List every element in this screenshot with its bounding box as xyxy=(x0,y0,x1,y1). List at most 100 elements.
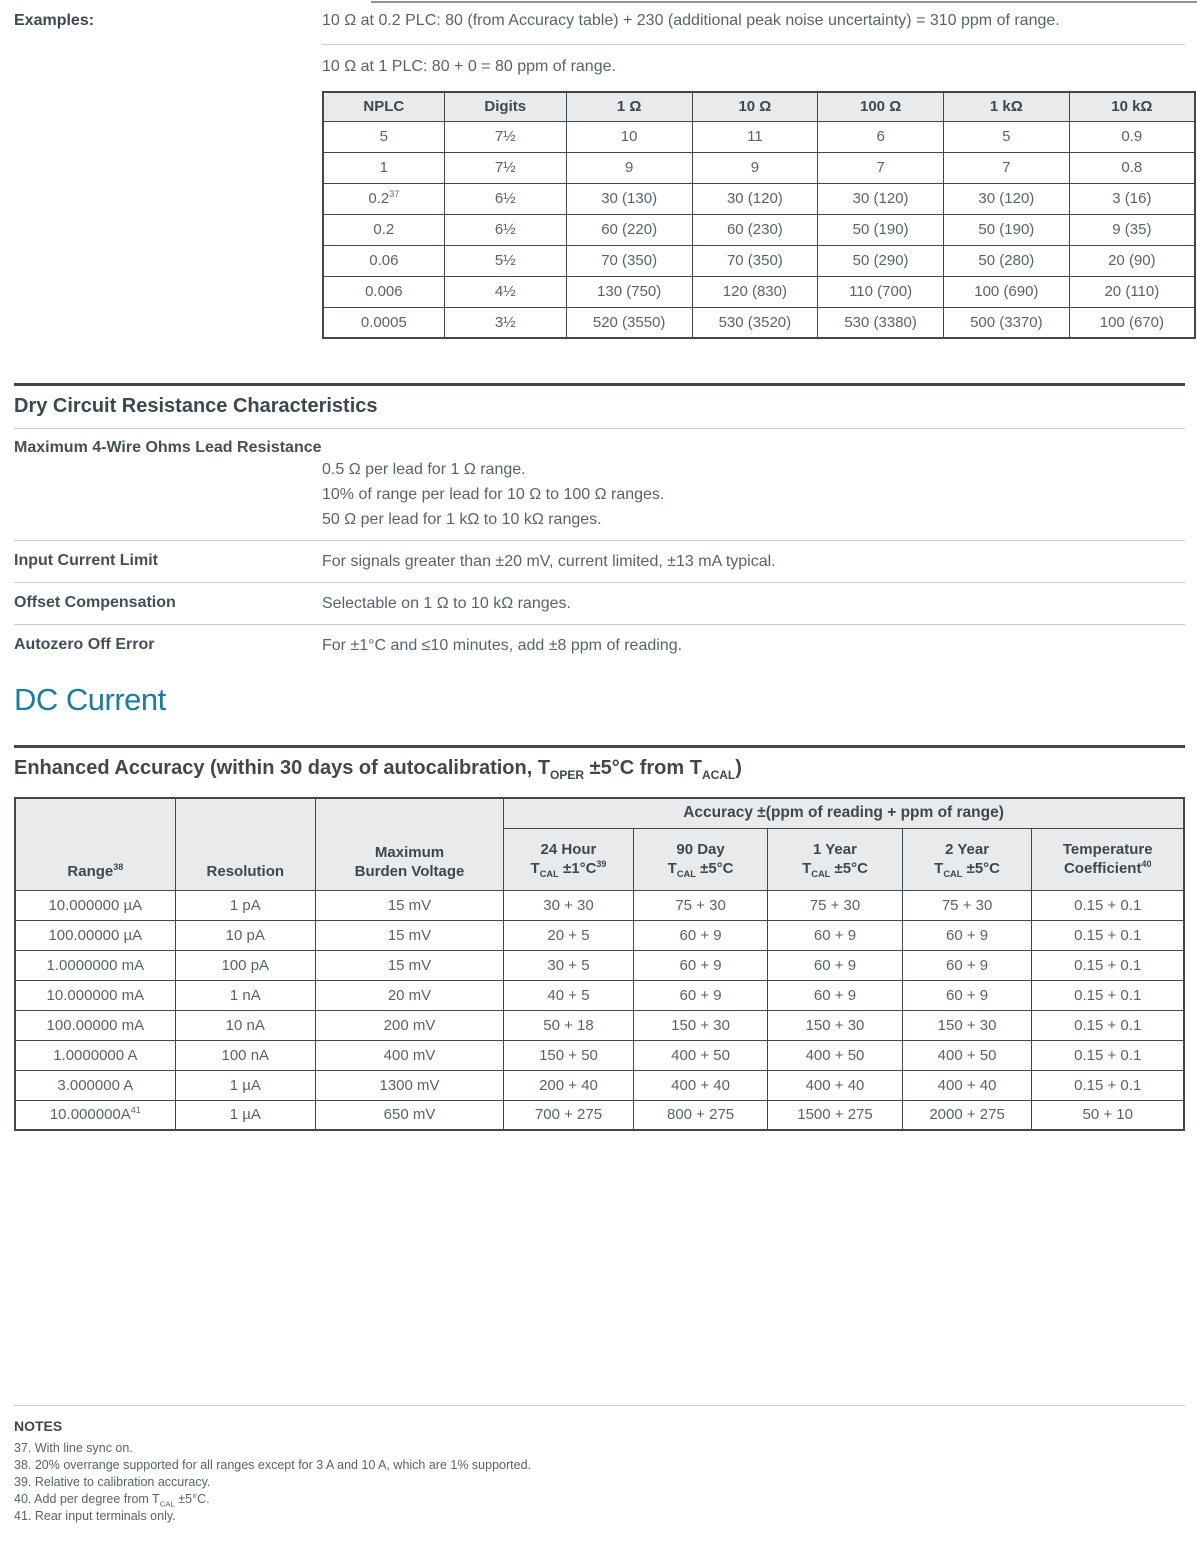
accuracy-cell: 15 mV xyxy=(314,919,505,951)
spec-label: Offset Compensation xyxy=(14,594,176,611)
accuracy-cell: 1500 + 275 xyxy=(767,1099,903,1131)
accuracy-cell: 1300 mV xyxy=(314,1069,505,1101)
accuracy-cell: 10 nA xyxy=(174,1009,316,1041)
top-partial-rule xyxy=(371,1,1197,3)
nplc-cell: 30 (120) xyxy=(817,182,944,215)
table-row: 0.006 4½ 130 (750) 120 (830) 110 (700) 100 (6… xyxy=(322,275,1196,308)
accuracy-table-head: Range38 Resolution Maximum Burden Voltage Ac… xyxy=(14,797,1185,891)
spec-value: 10% of range per lead for 10 Ω to 100 Ω … xyxy=(322,486,665,503)
accuracy-column-header: 1 Year TCAL ±5°C xyxy=(767,827,903,891)
note-item: 41. Rear input terminals only. xyxy=(14,1509,176,1523)
accuracy-cell: 100 nA xyxy=(174,1039,316,1071)
accuracy-cell: 700 + 275 xyxy=(503,1099,634,1131)
accuracy-cell: 60 + 9 xyxy=(901,919,1033,951)
nplc-cell: 30 (130) xyxy=(565,182,693,215)
nplc-cell: 7 xyxy=(942,151,1070,184)
note-item: 38. 20% overrange supported for all rang… xyxy=(14,1458,531,1472)
nplc-cell: 30 (120) xyxy=(691,182,819,215)
spec-label: Input Current Limit xyxy=(14,552,158,569)
accuracy-cell: 100.00000 mA xyxy=(14,1009,176,1041)
nplc-column-header: 10 Ω xyxy=(691,91,819,122)
accuracy-cell: 30 + 5 xyxy=(503,949,634,981)
example-line: 10 Ω at 0.2 PLC: 80 (from Accuracy table… xyxy=(322,12,1185,45)
accuracy-cell: 400 + 40 xyxy=(901,1069,1033,1101)
accuracy-cell: 1 nA xyxy=(174,979,316,1011)
nplc-cell: 1 xyxy=(322,151,445,184)
nplc-cell: 0.06 xyxy=(322,244,445,277)
accuracy-cell: 400 + 50 xyxy=(901,1039,1033,1071)
dry-circuit-title: Dry Circuit Resistance Characteristics xyxy=(14,386,1185,429)
nplc-cell: 0.8 xyxy=(1068,151,1196,184)
accuracy-cell: 2000 + 275 xyxy=(901,1099,1033,1131)
table-row: 0.2 6½ 60 (220) 60 (230) 50 (190) 50 (190) 9 (… xyxy=(322,213,1196,246)
table-row: 0.06 5½ 70 (350) 70 (350) 50 (290) 50 (280) 20… xyxy=(322,244,1196,277)
spec-row: Offset Compensation Selectable on 1 Ω to … xyxy=(14,583,1185,625)
accuracy-cell: 1.0000000 A xyxy=(14,1039,176,1071)
nplc-cell: 6 xyxy=(817,120,944,153)
nplc-cell: 6½ xyxy=(443,182,567,215)
accuracy-cell: 0.15 + 0.1 xyxy=(1031,949,1185,981)
nplc-cell: 500 (3370) xyxy=(942,306,1070,339)
nplc-cell: 7½ xyxy=(443,120,567,153)
nplc-cell: 0.0005 xyxy=(322,306,445,339)
note-item: 37. With line sync on. xyxy=(14,1441,133,1455)
nplc-column-header: 1 kΩ xyxy=(942,91,1070,122)
spec-values: For signals greater than ±20 mV, current… xyxy=(322,552,1185,572)
accuracy-cell: 50 + 18 xyxy=(503,1009,634,1041)
spec-label: Maximum 4-Wire Ohms Lead Resistance xyxy=(14,439,322,456)
accuracy-cell: 0.15 + 0.1 xyxy=(1031,919,1185,951)
nplc-cell: 70 (350) xyxy=(691,244,819,277)
table-row: 1.0000000 A 100 nA 400 mV 150 + 50 400 + 50 4… xyxy=(14,1039,1185,1071)
accuracy-cell: 150 + 30 xyxy=(632,1009,769,1041)
examples-block: Examples: 10 Ω at 0.2 PLC: 80 (from Accu… xyxy=(14,12,1185,76)
nplc-column-header: NPLC xyxy=(322,91,445,122)
notes-title: NOTES xyxy=(14,1418,63,1434)
nplc-cell: 70 (350) xyxy=(565,244,693,277)
nplc-cell: 530 (3380) xyxy=(817,306,944,339)
nplc-cell: 9 xyxy=(565,151,693,184)
nplc-cell: 100 (690) xyxy=(942,275,1070,308)
nplc-cell: 110 (700) xyxy=(817,275,944,308)
accuracy-cell: 1 µA xyxy=(174,1099,316,1131)
accuracy-column-header: 90 Day TCAL ±5°C xyxy=(632,827,769,891)
accuracy-cell: 60 + 9 xyxy=(767,949,903,981)
accuracy-cell: 60 + 9 xyxy=(767,979,903,1011)
nplc-cell: 0.9 xyxy=(1068,120,1196,153)
accuracy-column-header: 2 Year TCAL ±5°C xyxy=(901,827,1033,891)
accuracy-cell: 10 pA xyxy=(174,919,316,951)
examples-label: Examples: xyxy=(14,12,95,29)
accuracy-cell: 200 mV xyxy=(314,1009,505,1041)
spec-value: For signals greater than ±20 mV, current… xyxy=(322,553,776,570)
spec-row: Input Current Limit For signals greater t… xyxy=(14,541,1185,583)
accuracy-cell: 75 + 30 xyxy=(901,889,1033,921)
accuracy-cell: 400 mV xyxy=(314,1039,505,1071)
table-row: 0.0005 3½ 520 (3550) 530 (3520) 530 (3380) 50… xyxy=(322,306,1196,339)
section-divider xyxy=(14,383,1185,386)
accuracy-cell: 20 mV xyxy=(314,979,505,1011)
accuracy-cell: 60 + 9 xyxy=(901,979,1033,1011)
accuracy-cell: 1.0000000 mA xyxy=(14,949,176,981)
note-item: 40. Add per degree from TCAL ±5°C. xyxy=(14,1492,210,1509)
accuracy-cell: 200 + 40 xyxy=(503,1069,634,1101)
examples-content: 10 Ω at 0.2 PLC: 80 (from Accuracy table… xyxy=(322,12,1185,76)
accuracy-cell: 10.000000 µA xyxy=(14,889,176,921)
accuracy-cell: 60 + 9 xyxy=(767,919,903,951)
accuracy-cell: 150 + 50 xyxy=(503,1039,634,1071)
accuracy-column-header: Maximum Burden Voltage xyxy=(314,797,505,891)
accuracy-cell: 0.15 + 0.1 xyxy=(1031,889,1185,921)
spec-value: For ±1°C and ≤10 minutes, add ±8 ppm of … xyxy=(322,637,683,654)
example-line: 10 Ω at 1 PLC: 80 + 0 = 80 ppm of range. xyxy=(322,58,616,75)
spec-label: Autozero Off Error xyxy=(14,636,155,653)
accuracy-cell: 60 + 9 xyxy=(632,919,769,951)
accuracy-table-body: 10.000000 µA 1 pA 15 mV 30 + 30 75 + 30 75 + … xyxy=(14,889,1185,1131)
accuracy-cell: 75 + 30 xyxy=(632,889,769,921)
nplc-cell: 5 xyxy=(942,120,1070,153)
nplc-cell: 60 (230) xyxy=(691,213,819,246)
nplc-column-header: 1 Ω xyxy=(565,91,693,122)
nplc-cell: 5½ xyxy=(443,244,567,277)
nplc-cell: 6½ xyxy=(443,213,567,246)
accuracy-cell: 1 µA xyxy=(174,1069,316,1101)
